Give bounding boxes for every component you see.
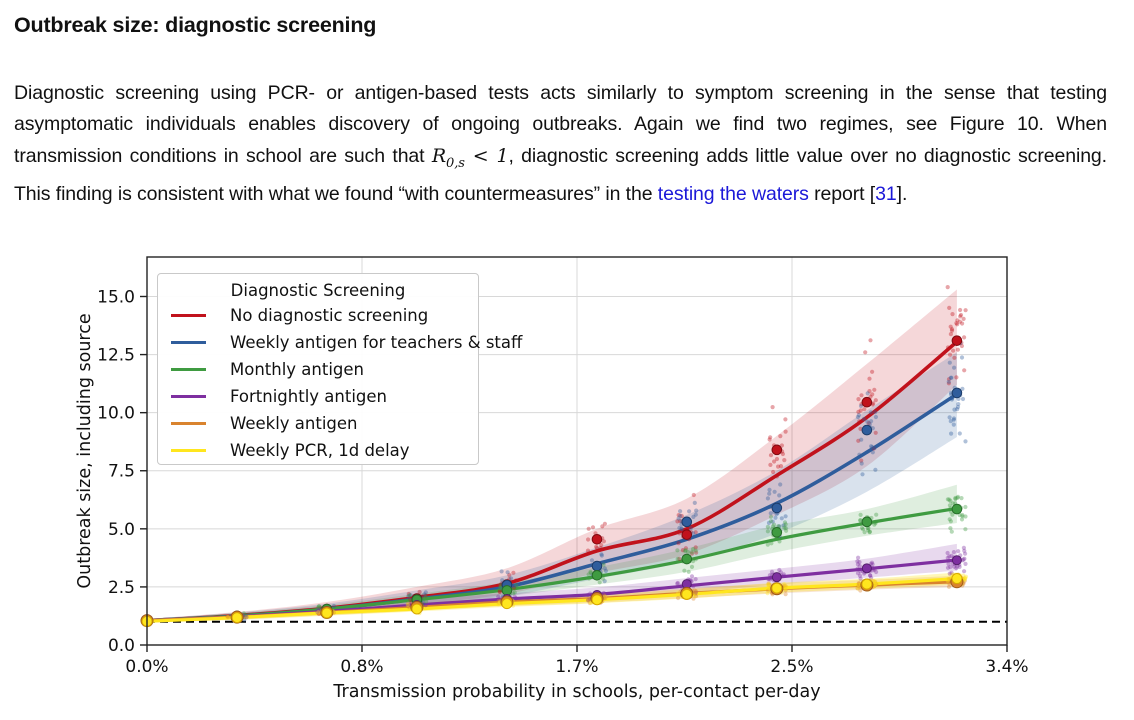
y-tick-label: 15.0 (97, 287, 135, 307)
legend-item-5: Weekly PCR, 1d delay (158, 437, 478, 464)
y-tick-label: 0.0 (108, 636, 135, 656)
figure-10-chart: 0.0% 0.8% 1.7% 2.5% 3.4% 0.0 2.5 5.0 7.5 10.0 12.5… (0, 240, 1134, 720)
legend-item-label: Fortnightly antigen (230, 387, 387, 406)
legend-line-swatch (171, 368, 206, 371)
mean-dots (140, 335, 964, 628)
y-tick-label: 10.0 (97, 404, 135, 424)
legend-line-swatch (171, 314, 206, 317)
legend-line-swatch (171, 449, 206, 452)
citation-31-link[interactable]: 31 (875, 183, 897, 206)
x-tick-label: 1.7% (555, 657, 598, 677)
legend-item-label: Weekly antigen (230, 414, 358, 433)
legend-item-label: Monthly antigen (230, 360, 365, 379)
legend-title: Diagnostic Screening (230, 281, 406, 300)
paragraph-text: Diagnostic screening using PCR- or antig… (14, 81, 1107, 167)
legend-item-label: Weekly PCR, 1d delay (230, 441, 410, 460)
legend-item-0: No diagnostic screening (158, 302, 478, 329)
legend-line-swatch (171, 422, 206, 425)
x-tick-label: 3.4% (985, 657, 1028, 677)
y-tick-label: 5.0 (108, 520, 135, 540)
line-series-5 (145, 577, 959, 623)
y-tick-label: 2.5 (108, 578, 135, 598)
chart-legend: Diagnostic Screening No diagnostic scree… (157, 273, 522, 465)
paragraph-text: ]. (896, 183, 908, 206)
legend-item-1: Weekly antigen for teachers & staff (158, 329, 522, 356)
legend-item-label: No diagnostic screening (230, 306, 429, 325)
legend-item-4: Weekly antigen (158, 410, 478, 437)
body-paragraph: Diagnostic screening using PCR- or antig… (14, 78, 1107, 211)
legend-items: No diagnostic screening Weekly antigen fo… (158, 302, 522, 464)
x-tick-label: 0.8% (340, 657, 383, 677)
x-axis-label: Transmission probability in schools, per… (333, 682, 821, 702)
y-tick-label: 12.5 (97, 346, 135, 366)
legend-item-3: Fortnightly antigen (158, 383, 478, 410)
x-tick-label: 0.0% (125, 657, 168, 677)
math-r0s-expression: R0,s < 1 (431, 144, 509, 171)
means-series-5 (141, 573, 963, 627)
band-series-0 (147, 289, 957, 622)
section-heading: Outbreak size: diagnostic screening (14, 13, 377, 37)
legend-item-label: Weekly antigen for teachers & staff (230, 333, 523, 352)
legend-line-swatch (171, 341, 206, 344)
band-series-3 (147, 543, 957, 622)
legend-line-swatch (171, 395, 206, 398)
fitted-lines (145, 340, 959, 623)
y-axis-label: Outbreak size, including source (75, 313, 95, 589)
axes-ticks: 0.0% 0.8% 1.7% 2.5% 3.4% 0.0 2.5 5.0 7.5 10.0 12.5… (97, 287, 1028, 677)
paragraph-text: report [ (808, 183, 876, 206)
paragraph-text: , diagnostic screening adds little value… (14, 144, 1107, 206)
legend-item-2: Monthly antigen (158, 356, 478, 383)
testing-the-waters-link[interactable]: testing the waters (657, 183, 809, 206)
x-tick-label: 2.5% (770, 657, 813, 677)
y-tick-label: 7.5 (108, 462, 135, 482)
